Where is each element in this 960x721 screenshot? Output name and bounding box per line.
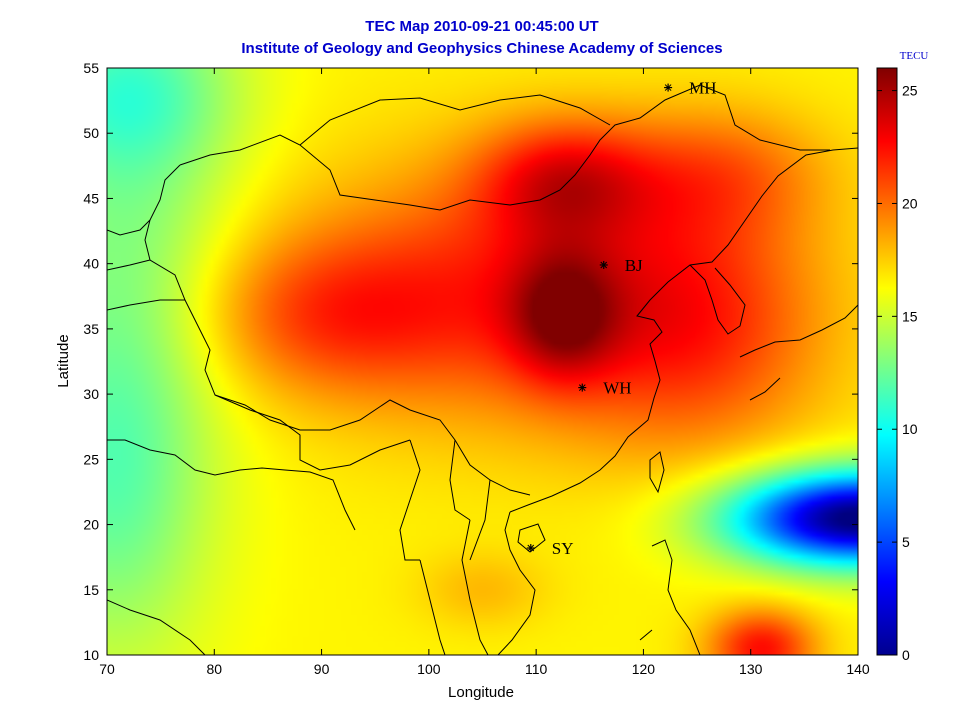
station-label: SY: [552, 539, 574, 558]
y-tick-label: 20: [83, 517, 99, 533]
y-axis: 10 15 20 25 30 35 40 45 50 55: [83, 60, 858, 663]
station-marker-wh: WH: [578, 379, 632, 398]
colorbar-tick-label: 20: [902, 195, 918, 211]
station-marker-bj: BJ: [599, 256, 643, 275]
coastline-korea: [689, 264, 746, 335]
x-tick-label: 110: [525, 661, 548, 677]
tec-heatmap: [107, 68, 858, 655]
coastline-japan: [739, 304, 858, 401]
x-tick-label: 80: [206, 661, 222, 677]
colorbar-tick-label: 0: [902, 647, 910, 663]
y-tick-label: 10: [83, 647, 99, 663]
stations-layer: MH BJ WH SY: [526, 79, 717, 558]
coastline-hainan: [517, 523, 546, 553]
station-label: BJ: [625, 256, 643, 275]
coastline-taiwan: [649, 451, 665, 494]
y-axis-label: Latitude: [55, 334, 72, 387]
station-marker-mh: MH: [664, 79, 717, 98]
border-himalaya: [214, 394, 411, 471]
y-tick-label: 50: [83, 125, 99, 141]
station-marker-sy: SY: [526, 539, 574, 558]
x-tick-label: 90: [314, 661, 330, 677]
plot-frame: [106, 67, 859, 656]
y-tick-label: 55: [83, 60, 99, 76]
chart-title: TEC Map 2010-09-21 00:45:00 UT: [365, 18, 598, 35]
station-label: MH: [689, 79, 716, 98]
coastline-indochina: [419, 511, 536, 655]
coastline-india: [107, 439, 356, 655]
x-tick-label: 70: [99, 661, 115, 677]
y-tick-label: 15: [83, 582, 99, 598]
colorbar-axis: 0 5 10 15 20 25: [877, 83, 918, 663]
x-tick-label: 140: [846, 661, 870, 677]
colorbar-tick-label: 5: [902, 534, 910, 550]
y-tick-label: 40: [83, 256, 99, 272]
border-china-north: [179, 84, 830, 211]
chart-subtitle: Institute of Geology and Geophysics Chin…: [241, 40, 722, 57]
colorbar-unit-label: TECU: [900, 50, 929, 62]
tec-heatmap-image: [107, 68, 858, 655]
station-star-d2: [578, 384, 586, 391]
x-axis: 70 80 90 100 110 120 130 140: [99, 68, 870, 677]
x-tick-label: 100: [417, 661, 441, 677]
x-tick-label: 120: [632, 661, 656, 677]
border-southeast-asia: [399, 439, 491, 561]
colorbar-tick-label: 25: [902, 83, 918, 99]
y-tick-label: 30: [83, 386, 99, 402]
border-mongolia: [299, 94, 611, 146]
y-tick-label: 45: [83, 190, 99, 206]
y-tick-label: 35: [83, 321, 99, 337]
colorbar: [876, 67, 898, 656]
colorbar-tick-label: 15: [902, 308, 918, 324]
x-tick-label: 130: [739, 661, 763, 677]
station-star-d2: [600, 261, 608, 269]
x-axis-label: Longitude: [448, 684, 514, 701]
coastlines-and-borders: [107, 84, 858, 655]
colorbar-tick-label: 10: [902, 421, 918, 437]
station-star-d2: [664, 84, 672, 91]
coastline-china-east: [509, 147, 858, 513]
station-label: WH: [603, 379, 631, 398]
coastline-philippines: [639, 539, 701, 655]
y-tick-label: 25: [83, 451, 99, 467]
border-central-asia: [107, 219, 185, 311]
station-star-d2: [527, 544, 535, 552]
